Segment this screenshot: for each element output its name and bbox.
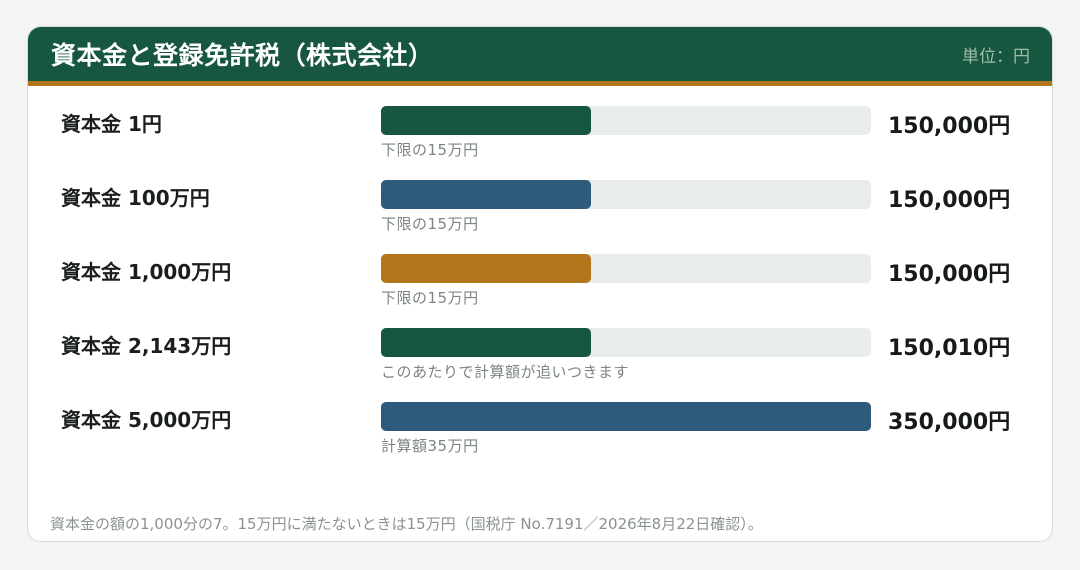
value-label: 350,000円 bbox=[888, 410, 1011, 435]
bar bbox=[381, 328, 591, 357]
bar-track bbox=[381, 180, 871, 209]
bar-note: 下限の15万円 bbox=[381, 215, 479, 233]
category-label: 資本金 5,000万円 bbox=[61, 408, 232, 432]
bar-track bbox=[381, 328, 871, 357]
bar-track bbox=[381, 254, 871, 283]
category-label: 資本金 2,143万円 bbox=[61, 334, 232, 358]
chart-row: 資本金 5,000万円 350,000円 計算額35万円 bbox=[28, 402, 1052, 468]
category-label: 資本金 1,000万円 bbox=[61, 260, 232, 284]
chart-row: 資本金 2,143万円 150,010円 このあたりで計算額が追いつきます bbox=[28, 328, 1052, 394]
value-label: 150,000円 bbox=[888, 188, 1011, 213]
card-header: 資本金と登録免許税（株式会社） 単位：円 bbox=[28, 27, 1052, 86]
footnote: 資本金の額の1,000分の7。15万円に満たないときは15万円（国税庁 No.7… bbox=[50, 515, 763, 533]
category-label: 資本金 100万円 bbox=[61, 186, 210, 210]
bar-note: 下限の15万円 bbox=[381, 141, 479, 159]
bar bbox=[381, 254, 591, 283]
bar-chart: 資本金 1円 150,000円 下限の15万円 資本金 100万円 150,00… bbox=[28, 86, 1052, 486]
value-label: 150,000円 bbox=[888, 262, 1011, 287]
category-label: 資本金 1円 bbox=[61, 112, 162, 136]
value-label: 150,010円 bbox=[888, 336, 1011, 361]
chart-row: 資本金 100万円 150,000円 下限の15万円 bbox=[28, 180, 1052, 246]
unit-label: 単位：円 bbox=[962, 46, 1030, 67]
card-title: 資本金と登録免許税（株式会社） bbox=[51, 41, 434, 70]
chart-row: 資本金 1円 150,000円 下限の15万円 bbox=[28, 106, 1052, 172]
chart-row: 資本金 1,000万円 150,000円 下限の15万円 bbox=[28, 254, 1052, 320]
bar bbox=[381, 402, 871, 431]
bar-track bbox=[381, 402, 871, 431]
bar-note: このあたりで計算額が追いつきます bbox=[381, 363, 630, 381]
tax-card: 資本金と登録免許税（株式会社） 単位：円 資本金 1円 150,000円 下限の… bbox=[27, 26, 1053, 542]
bar-track bbox=[381, 106, 871, 135]
bar bbox=[381, 106, 591, 135]
bar-note: 下限の15万円 bbox=[381, 289, 479, 307]
bar bbox=[381, 180, 591, 209]
value-label: 150,000円 bbox=[888, 114, 1011, 139]
bar-note: 計算額35万円 bbox=[381, 437, 479, 455]
